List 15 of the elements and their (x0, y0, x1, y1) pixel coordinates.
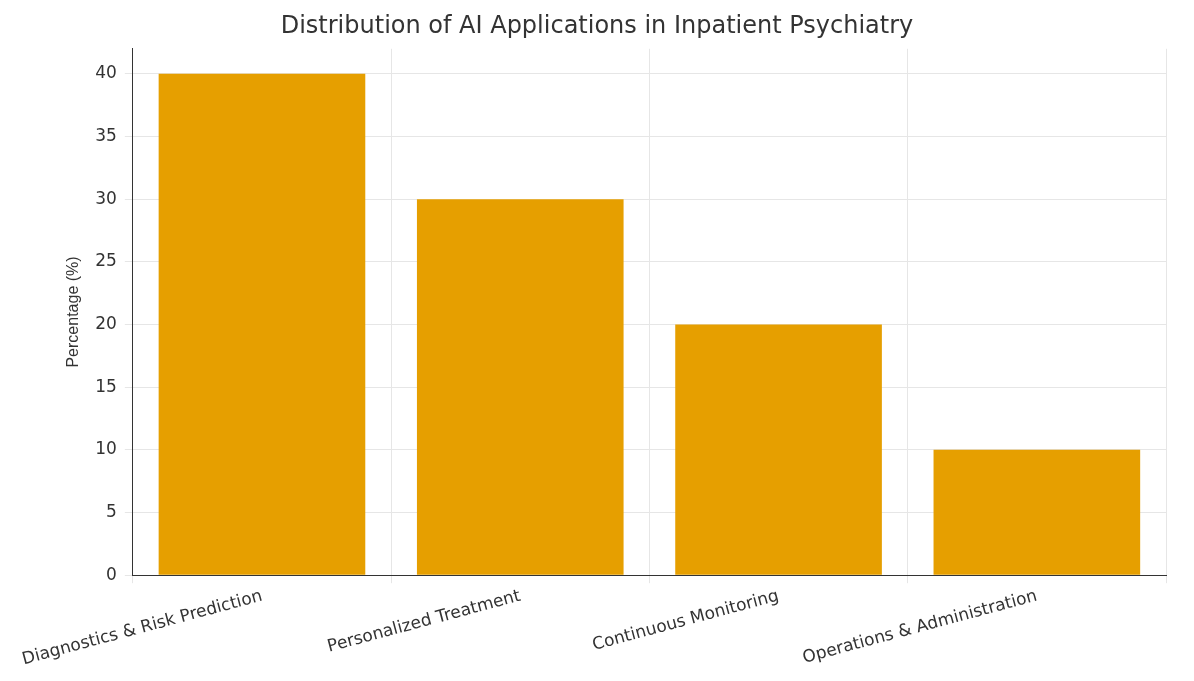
y-axis-title: Percentage (%) (63, 256, 81, 368)
y-tick-label: 15 (95, 375, 117, 396)
bar (933, 449, 1141, 575)
bar (416, 199, 624, 575)
y-tick-label: 20 (95, 312, 117, 333)
y-tick-label: 35 (95, 124, 117, 145)
chart-title: Distribution of AI Applications in Inpatient Psychiatry (280, 10, 914, 39)
y-tick-label: 40 (95, 62, 117, 83)
y-tick-label: 25 (95, 250, 117, 271)
y-tick-label: 5 (105, 500, 117, 521)
y-tick-label: 30 (95, 187, 117, 208)
y-tick-label: 10 (95, 438, 117, 459)
bar (158, 73, 366, 575)
bar (675, 324, 882, 575)
y-tick-label: 0 (105, 563, 117, 584)
